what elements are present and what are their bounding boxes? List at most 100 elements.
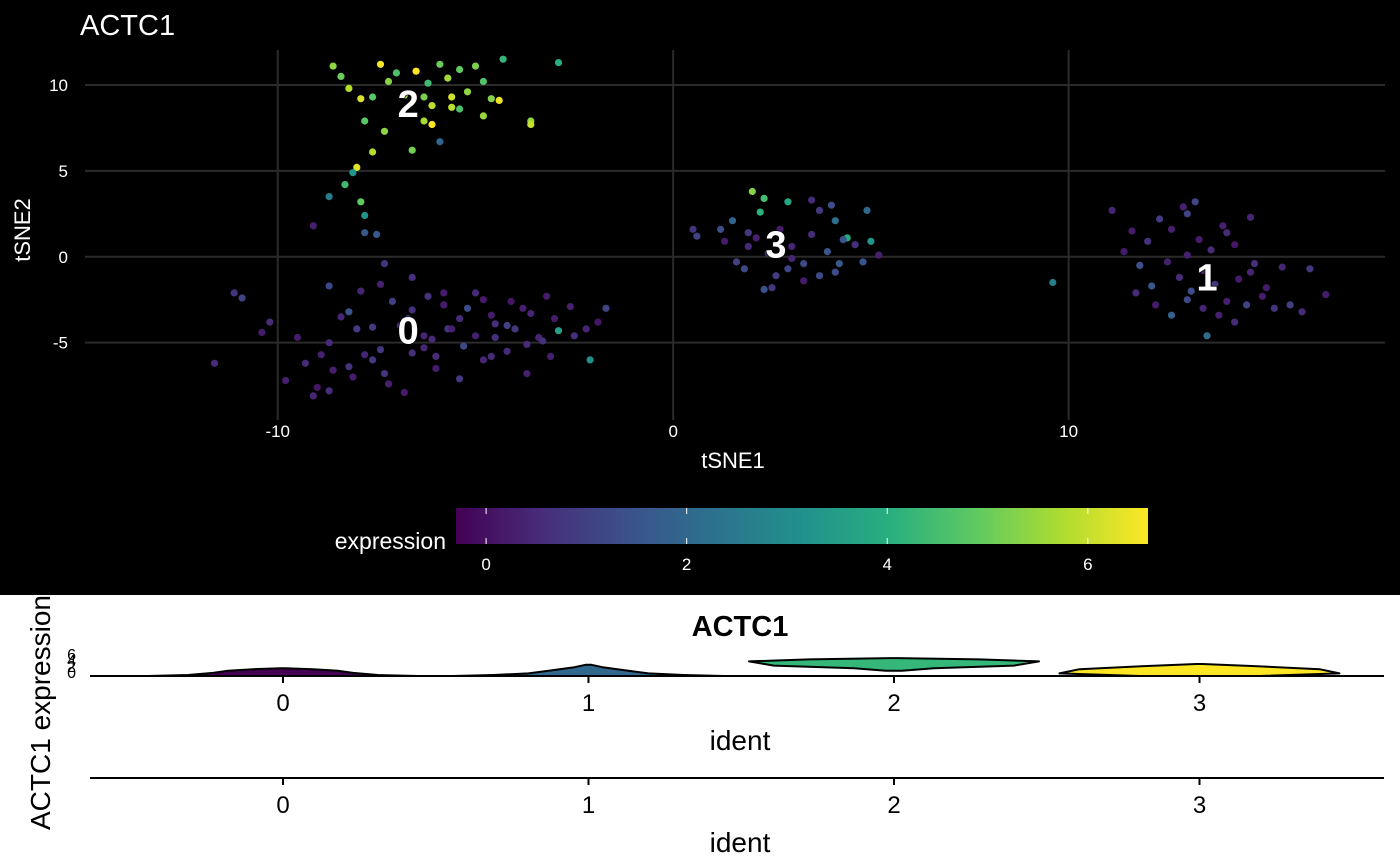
tsne-point [1152,301,1160,309]
tsne-point [1306,265,1314,273]
bottom-x-axis-title: ident [710,827,771,858]
tsne-point [376,280,385,288]
tsne-point [1183,210,1191,218]
tsne-point [1223,229,1231,237]
tsne-point [831,217,839,225]
tsne-point [788,254,796,263]
tsne-point [293,333,302,342]
tsne-point [420,332,428,340]
tsne-point [361,351,369,359]
tsne-point [543,292,551,300]
tsne-point [523,340,531,348]
tsne-point [345,363,353,371]
tsne-point [1156,215,1164,223]
tsne-point [1144,237,1152,245]
tsne-point [1278,263,1286,271]
tsne-point [748,187,756,196]
tsne-point [507,297,515,305]
tsne-grid [85,50,1385,420]
tsne-point [693,232,701,240]
colorbar-gradient [456,508,1148,544]
tsne-point [313,383,321,391]
tsne-x-tick-label: 0 [668,422,677,441]
tsne-point [523,370,531,378]
colorbar-tick-label: 6 [1083,555,1092,574]
tsne-point [499,55,507,63]
tsne-point [487,352,495,360]
tsne-point [760,285,768,293]
tsne-point [1167,225,1176,233]
tsne-point [863,206,871,214]
tsne-point [282,376,290,385]
tsne-point [1235,275,1243,283]
tsne-point [341,181,349,189]
tsne-point [448,93,456,101]
tsne-point [527,309,535,318]
violins [147,657,1341,677]
tsne-x-tick-label: 10 [1059,422,1078,441]
tsne-point [301,359,309,367]
tsne-point [554,59,563,67]
tsne-point [1270,304,1278,312]
tsne-point [325,193,333,201]
violin-y-axis-title: ACTC1 expression [25,595,56,830]
tsne-point [550,315,559,323]
tsne-point [420,93,428,101]
tsne-point [487,311,495,319]
violin-x-axis-title: ident [710,725,771,756]
violin-y-tick-label: 4 [67,653,76,670]
tsne-point [384,380,393,388]
tsne-point [444,74,452,82]
tsne-point [317,351,325,359]
violin-y-tick-label: 0 [67,665,76,682]
tsne-point [547,352,555,360]
tsne-point [357,287,365,295]
tsne-point [831,268,839,276]
tsne-point [815,272,824,280]
tsne-point [309,392,317,400]
colorbar-tick-label: 2 [682,555,691,574]
tsne-point [1215,311,1223,319]
tsne-point [392,69,400,77]
tsne-point [436,60,444,68]
tsne-point [400,91,408,99]
tsne-point [1191,198,1199,206]
tsne-point [380,260,389,268]
tsne-point [1163,258,1172,266]
tsne-point [859,258,867,266]
tsne-point [448,103,456,111]
tsne-point [487,95,495,103]
tsne-point [258,328,266,336]
tsne-point [1167,311,1176,319]
tsne-point [721,237,729,245]
tsne-point [491,320,499,328]
tsne-point [1207,246,1215,254]
tsne-point [740,265,749,273]
tsne-point [764,249,772,257]
tsne-point [456,375,464,383]
tsne-point [539,337,547,345]
tsne-point [566,303,575,311]
colorbar-tick-label: 0 [481,555,490,574]
tsne-point [1286,301,1294,309]
tsne-point [827,201,836,209]
tsne-point [867,237,875,245]
tsne-point [1187,287,1195,295]
tsne-point [875,251,883,259]
tsne-point [376,346,385,354]
tsne-point [471,332,480,340]
colorbar-ticks: 0 2 4 6 [481,508,1093,574]
tsne-point [380,370,389,378]
tsne-point [594,318,602,326]
tsne-point [1246,268,1255,276]
tsne-point [503,347,511,355]
x-tick-label: 2 [887,792,900,819]
tsne-point [337,72,345,80]
tsne-point [1298,308,1306,316]
tsne-point [744,242,752,251]
tsne-point [479,296,487,304]
tsne-panel: ACTC1 0 1 2 3 -10 0 10 -5 0 5 10 tSNE1 tSNE2 [0,0,1400,595]
